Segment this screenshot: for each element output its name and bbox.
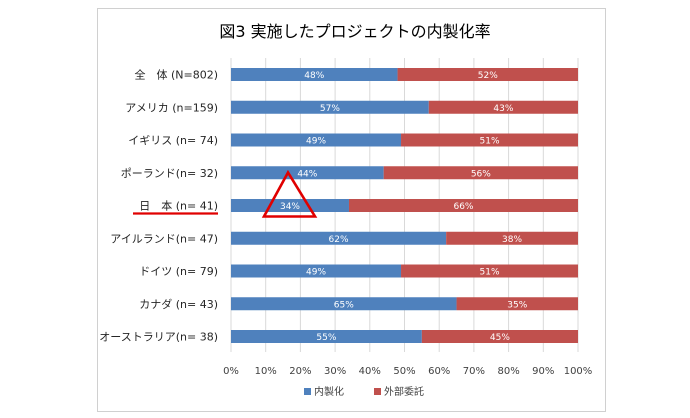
category-label: ポーランド(n= 32) — [121, 167, 218, 180]
x-tick-label: 90% — [532, 366, 554, 377]
bar-outsourced — [348, 199, 578, 212]
data-label: 43% — [493, 104, 513, 114]
ticks-layer: 0% 10% 20% 30% 40% 50% 60% 70% 80% 90% 100% — [223, 366, 592, 377]
bar-outsourced — [456, 297, 578, 311]
chart-title: 図3 実施したプロジェクトの内製化率 — [219, 22, 490, 41]
x-tick-label: 30% — [324, 366, 346, 377]
data-label: 57% — [320, 104, 340, 114]
x-tick-label: 70% — [463, 366, 485, 377]
bar-outsourced — [401, 264, 578, 278]
x-tick-label: 50% — [393, 366, 415, 377]
category-label: カナダ (n= 43) — [139, 297, 218, 311]
bar-inhouse — [231, 264, 402, 278]
legend-swatch — [374, 388, 381, 395]
bar-inhouse — [231, 199, 349, 212]
bar-outsourced — [421, 330, 578, 343]
bar-inhouse — [231, 231, 447, 245]
labels-layer: 全 体 (N=802) アメリカ (n=159) イギリス (n= 74) ポーランド… — [99, 68, 218, 344]
x-tick-label: 40% — [359, 366, 381, 377]
x-tick-label: 10% — [255, 366, 277, 377]
bar-outsourced — [397, 68, 578, 81]
category-label: アメリカ (n=159) — [125, 101, 218, 114]
bar-inhouse — [231, 68, 398, 81]
category-label: ドイツ (n= 79) — [139, 265, 218, 278]
bar-outsourced — [383, 166, 578, 180]
highlight-triangle — [261, 169, 318, 218]
x-tick-label: 0% — [223, 366, 239, 377]
category-label: オーストラリア(n= 38) — [99, 331, 218, 344]
data-label: 62% — [329, 235, 349, 245]
data-label: 34% — [280, 202, 300, 212]
data-label: 51% — [480, 268, 500, 278]
bar-outsourced — [446, 231, 578, 245]
x-tick-label: 80% — [497, 366, 519, 377]
data-label: 44% — [297, 169, 317, 179]
data-label: 45% — [490, 333, 510, 343]
bar-inhouse — [231, 297, 457, 311]
bar-outsourced — [401, 133, 578, 147]
data-label: 38% — [502, 235, 522, 245]
data-label: 65% — [334, 300, 354, 310]
legend-label: 内製化 — [314, 385, 344, 398]
x-tick-label: 20% — [289, 366, 311, 377]
data-label: 55% — [316, 333, 336, 343]
data-label: 51% — [480, 137, 500, 147]
data-label: 35% — [507, 300, 527, 310]
legend-swatch — [304, 388, 311, 395]
bar-inhouse — [231, 330, 422, 343]
x-tick-label: 100% — [564, 366, 593, 377]
legend-layer: 内製化 外部委託 — [304, 385, 424, 398]
category-label: アイルランド(n= 47) — [110, 232, 218, 245]
data-label: 48% — [304, 71, 324, 81]
bar-outsourced — [428, 100, 578, 114]
bar-inhouse — [231, 133, 402, 147]
category-label: 全 体 (N=802) — [134, 68, 218, 82]
bars-layer: 48% 52% 57% 43% 49% 51% 44% 56% 34% 66% 62% 38% 49% 5… — [231, 68, 578, 343]
bar-inhouse — [231, 166, 384, 180]
legend-label: 外部委託 — [384, 385, 424, 398]
annotation-layer — [133, 169, 318, 218]
data-label: 56% — [471, 169, 491, 179]
category-label: イギリス (n= 74) — [128, 134, 218, 147]
category-label: 日 本 (n= 41) — [139, 199, 218, 213]
data-label: 49% — [306, 137, 326, 147]
x-tick-label: 60% — [428, 366, 450, 377]
data-label: 66% — [453, 202, 473, 212]
data-label: 52% — [478, 71, 498, 81]
bar-inhouse — [231, 100, 429, 114]
data-label: 49% — [306, 268, 326, 278]
